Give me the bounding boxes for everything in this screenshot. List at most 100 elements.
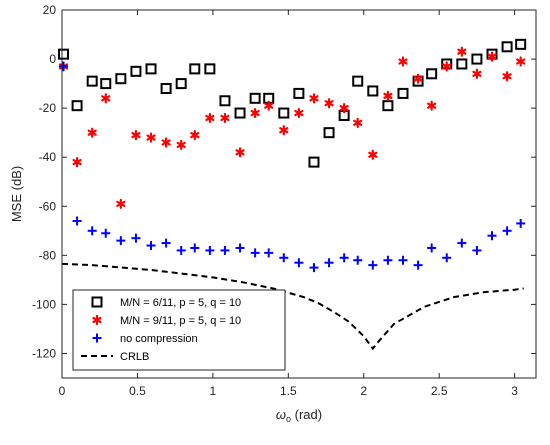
series-9-11-point [146,132,156,143]
series-9-11-point [205,112,215,124]
series-6-11-point [471,53,483,65]
series-9-11-point [235,147,245,158]
series-6-11-point [397,87,409,99]
no-compression-point [220,245,230,255]
y-tick-label: -20 [39,101,57,115]
no-compression-point [250,248,260,258]
x-tick-label: 2.5 [431,384,448,398]
series-9-11-point [72,157,82,168]
x-axis-title: ωo (rad) [276,407,322,424]
legend-swatch [91,296,103,308]
series-9-11-point [427,100,437,111]
y-tick-label: -60 [39,199,57,213]
series-6-11-point [352,75,364,87]
series-6-11-point [293,87,305,99]
y-tick-label: 0 [49,52,56,66]
x-tick-label: 3 [511,384,518,398]
legend-swatch [92,314,102,326]
series-9-11-point [502,71,512,82]
no-compression-point [87,226,97,236]
no-compression-point [442,253,452,263]
series-9-11-point [161,137,171,148]
no-compression-point [190,243,200,253]
series-6-11-point [145,63,157,75]
series-6-11-point [249,92,261,104]
y-tick-label: -80 [39,248,57,262]
legend-box [72,289,286,371]
series-6-11-point [367,85,379,97]
no-compression-point [516,218,526,228]
no-compression-point [383,255,393,265]
no-compression-point [279,253,289,263]
series-9-11-point [339,103,349,114]
y-tick-label: 20 [43,3,57,17]
series-6-11-point [308,156,320,168]
legend-entry-no-compression: no compression [120,333,198,345]
series-6-11-point [86,75,98,87]
series-6-11-point [115,73,127,85]
series-9-11-point [353,117,363,128]
series-9-11-point [324,98,334,109]
series-9-11-point [220,112,230,124]
series-9-11-point [457,46,467,57]
no-compression-point [59,61,69,71]
series-6-11-point [189,63,201,75]
series-9-11-point [309,93,319,104]
no-compression-point [413,260,423,270]
series-9-11-point [368,149,378,160]
series-6-11-point [323,127,335,139]
series-9-11-point [383,90,393,101]
x-tick-label: 0.5 [129,384,146,398]
no-compression-point [146,241,156,251]
series-6-11-point [501,41,513,53]
no-compression-point [264,248,274,258]
series-9-11-point [398,56,408,67]
y-tick-label: -120 [32,346,56,360]
y-tick-label: -40 [39,150,57,164]
series-9-11-point [87,127,97,138]
no-compression-point [294,258,304,268]
no-compression-point [457,238,467,248]
y-axis-title: MSE (dB) [9,166,24,222]
series-6-11-point [426,68,438,80]
series-6-11-point [515,38,527,50]
series-9-11-point [176,139,186,151]
no-compression-point [205,245,215,255]
series-9-11-point [442,61,452,72]
no-compression-point [487,231,497,241]
series-6-11-point [204,63,216,75]
series-9-11-point [101,93,111,104]
no-compression-point [176,245,186,255]
series-9-11-point [190,130,200,141]
series-6-11-point [278,107,290,119]
series-9-11-point [294,107,304,119]
legend-entry-6-11: M/N = 6/11, p = 5, q = 10 [120,297,241,309]
axis-ticks: 0 0.5 1 1.5 2 2.5 3 -120 -100 -80 -60 -40 -20 0 20 [32,3,536,398]
series-9-11-point [487,51,497,62]
series-6-11-point [456,58,468,70]
series-6-11-point [219,95,231,107]
series-9-11-point [279,125,289,136]
legend-entry-crlb: CRLB [120,351,149,363]
no-compression-point [339,253,349,263]
no-compression-point [398,255,408,265]
crlb-line [61,262,524,351]
no-compression-point [324,258,334,268]
no-compression-point [235,243,245,253]
chart-marks [58,38,527,351]
x-tick-label: 0 [59,384,66,398]
legend-swatch [92,333,102,343]
plot-frame [61,9,537,379]
series-6-11-point [382,100,394,112]
series-6-11-point [130,65,142,77]
series-9-11-point [131,130,141,141]
series-6-11-point [100,78,112,90]
series-9-11-point [413,73,423,84]
legend-entry-9-11: M/N = 9/11, p = 5, q = 10 [120,315,241,327]
x-tick-label: 1.5 [280,384,297,398]
y-tick-label: -100 [32,297,56,311]
legend: M/N = 6/11, p = 5, q = 10 M/N = 9/11, p =… [72,289,286,371]
x-tick-label: 1 [210,384,217,398]
